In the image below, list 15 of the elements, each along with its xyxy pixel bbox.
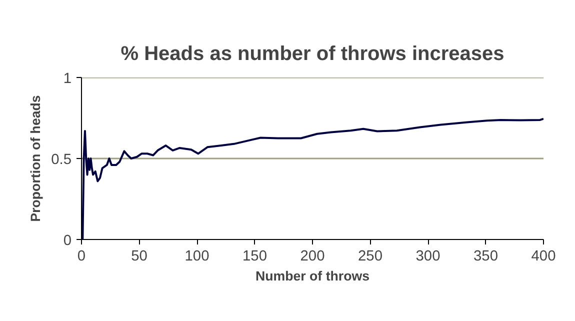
x-tick-label: 0 — [77, 248, 86, 264]
x-tick-label: 400 — [531, 248, 556, 264]
chart-title: % Heads as number of throws increases — [120, 43, 504, 65]
x-tick-label: 200 — [300, 248, 325, 264]
x-tick-label: 50 — [131, 248, 148, 264]
x-axis-title: Number of throws — [255, 268, 370, 284]
y-tick-label: 1 — [63, 71, 72, 87]
x-tick-label: 350 — [474, 248, 498, 264]
x-tick-label: 100 — [184, 248, 210, 264]
y-tick-label: 0.5 — [51, 152, 72, 168]
x-tick-label: 300 — [416, 248, 440, 264]
x-tick-label: 150 — [242, 248, 267, 264]
y-tick-label: 0 — [63, 233, 72, 249]
y-axis-title: Proportion of heads — [28, 95, 44, 222]
x-tick-label: 250 — [358, 248, 382, 264]
